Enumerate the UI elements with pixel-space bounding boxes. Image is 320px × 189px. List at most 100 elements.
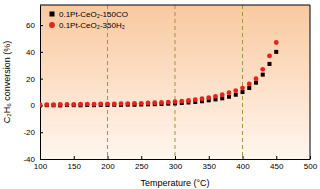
point <box>200 96 205 101</box>
point <box>274 40 279 45</box>
point <box>152 100 157 105</box>
legend-label: 0.1Pt-CeO₂-150CO <box>59 10 128 19</box>
data-area <box>40 40 279 107</box>
x-tick-label: 300 <box>169 162 183 171</box>
point <box>261 73 265 77</box>
point <box>92 102 97 107</box>
point <box>179 99 184 104</box>
point <box>78 102 83 107</box>
region-divider <box>175 5 176 159</box>
point <box>247 82 252 87</box>
point <box>254 81 258 85</box>
y-tick-label: 40 <box>26 48 35 57</box>
point <box>40 102 42 107</box>
point <box>213 94 218 99</box>
y-tick-label: 20 <box>26 75 35 84</box>
x-tick-mark <box>276 156 277 159</box>
point <box>105 101 110 106</box>
point <box>119 101 124 106</box>
point <box>139 101 144 106</box>
point <box>146 101 151 106</box>
point <box>206 95 211 100</box>
y-tick-mark <box>40 25 43 26</box>
point <box>52 103 56 107</box>
x-tick-mark <box>209 156 210 159</box>
y-tick-mark <box>40 79 43 80</box>
x-tick-label: 500 <box>304 162 318 171</box>
point <box>233 88 238 93</box>
x-tick-label: 400 <box>236 162 250 171</box>
x-tick-label: 100 <box>34 162 48 171</box>
legend-entry: 0.1Pt-CeO₂-350H₂ <box>49 21 125 30</box>
point <box>159 100 164 105</box>
x-axis: 100 150 200 250 300 350 400 450 500 <box>34 156 318 171</box>
point <box>260 67 265 72</box>
point <box>227 95 231 99</box>
point <box>65 102 70 107</box>
y-tick-label: -20 <box>23 128 35 137</box>
y-tick-label: 0 <box>31 101 36 110</box>
point <box>268 62 272 66</box>
plot-background <box>40 5 310 159</box>
x-tick: 150 <box>68 156 82 171</box>
y-tick: -20 <box>23 128 43 137</box>
point <box>173 99 178 104</box>
point <box>227 90 232 95</box>
legend-marker <box>49 22 55 28</box>
point <box>193 97 198 102</box>
chart: 100 150 200 250 300 350 400 450 500 -40 -20 0 20 40 60… <box>0 0 320 189</box>
x-tick-label: 450 <box>270 162 284 171</box>
x-tick: 450 <box>270 156 284 171</box>
y-tick: 0 <box>31 101 43 110</box>
x-tick-label: 150 <box>68 162 82 171</box>
frame-right <box>310 5 311 159</box>
point <box>186 98 191 103</box>
legend-label: 0.1Pt-CeO₂-350H₂ <box>59 21 125 30</box>
x-tick-mark <box>74 156 75 159</box>
y-axis-line <box>40 6 41 160</box>
x-tick-label: 350 <box>203 162 217 171</box>
frame-top <box>40 5 310 6</box>
point <box>247 86 251 90</box>
y-tick-mark <box>40 132 43 133</box>
point <box>132 101 137 106</box>
x-tick: 200 <box>101 156 115 171</box>
point <box>241 90 245 94</box>
series <box>40 40 279 107</box>
legend-entry: 0.1Pt-CeO₂-150CO <box>50 10 128 19</box>
x-axis-title: Temperature (°C) <box>140 178 209 188</box>
x-tick: 250 <box>135 156 149 171</box>
point <box>51 102 56 107</box>
y-axis: -40 -20 0 20 40 60 <box>23 6 43 165</box>
x-axis-line <box>41 159 311 160</box>
x-tick-mark <box>108 156 109 159</box>
x-tick: 300 <box>169 156 183 171</box>
x-tick-mark <box>243 156 244 159</box>
legend-marker <box>50 12 55 17</box>
region-divider <box>242 5 243 159</box>
plot: 100 150 200 250 300 350 400 450 500 -40 -20 0 20 40 60 <box>23 5 317 171</box>
legend: 0.1Pt-CeO₂-150CO 0.1Pt-CeO₂-350H₂ <box>49 10 128 30</box>
y-tick: 20 <box>26 75 43 84</box>
point <box>58 102 63 107</box>
y-tick: 40 <box>26 48 43 57</box>
y-tick-mark <box>40 159 43 160</box>
point <box>220 92 225 97</box>
y-tick: 60 <box>26 21 43 30</box>
point <box>166 100 171 105</box>
point <box>234 93 238 97</box>
point <box>44 102 49 107</box>
x-tick: 350 <box>203 156 217 171</box>
x-tick-label: 200 <box>101 162 115 171</box>
point <box>240 86 245 91</box>
y-tick-label: 60 <box>26 21 35 30</box>
y-tick-label: -40 <box>23 155 35 164</box>
x-tick: 400 <box>236 156 250 171</box>
point <box>45 103 49 107</box>
point <box>267 53 272 58</box>
y-tick: -40 <box>23 155 43 164</box>
point <box>274 50 278 54</box>
point <box>71 102 76 107</box>
series <box>40 50 278 108</box>
point <box>254 76 259 81</box>
